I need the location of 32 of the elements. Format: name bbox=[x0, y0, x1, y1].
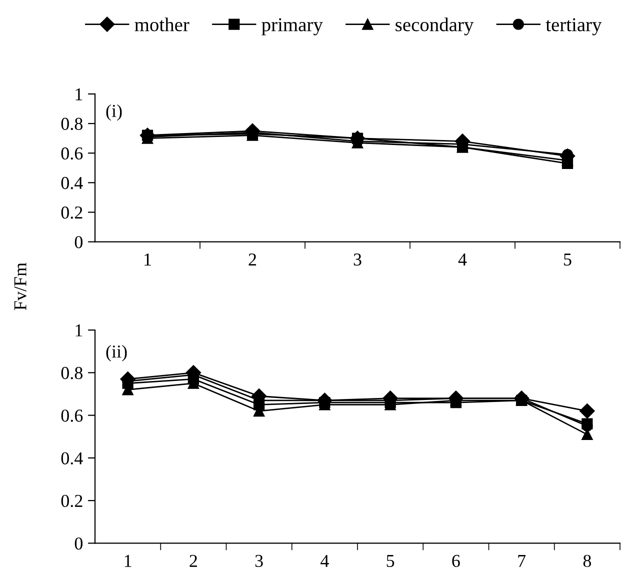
x-tick-label: 4 bbox=[320, 554, 329, 567]
annotation: (i) bbox=[106, 104, 122, 121]
y-tick-label: 0 bbox=[74, 236, 83, 248]
y-tick-label: 0.4 bbox=[61, 452, 83, 464]
y-tick-label: 1 bbox=[76, 324, 82, 336]
legend-label: tertiary bbox=[546, 18, 602, 36]
y-axis-title: Fv/Fm bbox=[14, 262, 26, 310]
y-tick-label: 0.2 bbox=[61, 206, 82, 219]
x-tick-label: 1 bbox=[124, 554, 132, 567]
y-tick-label: 0.2 bbox=[61, 494, 82, 508]
x-tick-label: 1 bbox=[144, 254, 151, 266]
y-tick-label: 0 bbox=[74, 537, 83, 550]
y-tick-label: 0.6 bbox=[61, 147, 83, 160]
x-tick-label: 3 bbox=[354, 253, 362, 266]
annotation: (ii) bbox=[106, 344, 127, 362]
legend-label: primary bbox=[262, 18, 323, 36]
x-tick-label: 8 bbox=[583, 554, 592, 568]
x-tick-label: 6 bbox=[452, 554, 460, 568]
x-tick-label: 4 bbox=[458, 254, 467, 266]
x-tick-label: 2 bbox=[190, 554, 197, 567]
legend-label: mother bbox=[134, 18, 190, 32]
legend-label: secondary bbox=[396, 18, 474, 36]
y-tick-label: 0.4 bbox=[61, 176, 83, 190]
x-tick-label: 2 bbox=[248, 253, 256, 266]
y-tick-label: 0.8 bbox=[61, 366, 83, 380]
x-tick-label: 5 bbox=[386, 555, 394, 568]
x-tick-label: 5 bbox=[564, 254, 572, 266]
x-tick-label: 3 bbox=[255, 554, 263, 568]
y-tick-label: 0.8 bbox=[61, 118, 83, 130]
y-tick-label: 1 bbox=[76, 88, 82, 100]
y-tick-label: 0.6 bbox=[61, 410, 83, 422]
x-tick-label: 7 bbox=[518, 555, 526, 567]
